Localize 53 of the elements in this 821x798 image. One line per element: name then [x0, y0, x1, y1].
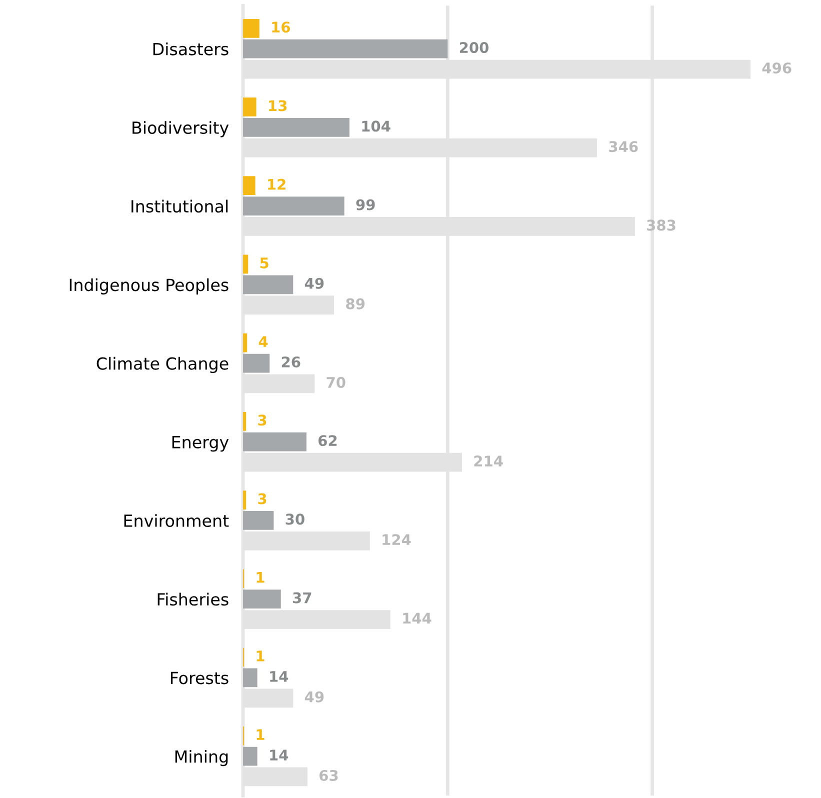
- data-label: 1: [256, 729, 264, 740]
- bar: [243, 275, 294, 294]
- data-label: 200: [460, 42, 489, 54]
- data-label: 12: [268, 178, 286, 190]
- data-label: 70: [326, 376, 346, 388]
- data-label: 496: [762, 62, 792, 74]
- data-label: 99: [356, 199, 375, 210]
- data-label: 89: [346, 298, 365, 310]
- bar: [243, 98, 256, 116]
- bar: [243, 668, 258, 688]
- bar: [243, 39, 448, 58]
- data-label: 124: [382, 534, 411, 545]
- data-label: 14: [270, 671, 288, 682]
- y-tick-label: Energy: [172, 436, 229, 452]
- y-tick-label: Biodiversity: [132, 121, 229, 138]
- data-label: 62: [318, 435, 337, 446]
- data-label: 5: [260, 258, 268, 268]
- y-tick-label: Institutional: [132, 200, 228, 213]
- bar: [243, 196, 344, 216]
- bar: [243, 511, 274, 530]
- bar: [243, 746, 258, 766]
- bar: [243, 590, 281, 609]
- data-label: 1: [256, 572, 264, 583]
- y-tick-label: Forests: [170, 672, 228, 684]
- y-tick-label: Indigenous Peoples: [70, 278, 228, 294]
- data-label: 144: [403, 612, 432, 624]
- data-label: 1: [256, 650, 264, 662]
- data-label: 14: [270, 750, 288, 760]
- bar: [243, 432, 306, 452]
- data-label: 63: [319, 770, 338, 781]
- data-label: 3: [258, 414, 266, 426]
- data-label: 49: [304, 278, 324, 289]
- data-label: 16: [272, 22, 290, 33]
- data-label: 104: [362, 120, 390, 132]
- y-tick-label: Climate Change: [96, 356, 228, 374]
- data-label: 214: [474, 456, 503, 466]
- bar: [243, 18, 260, 38]
- data-label: 4: [258, 336, 268, 347]
- data-label: 26: [282, 356, 300, 368]
- y-tick-label: Environment: [124, 514, 229, 528]
- data-label: 49: [304, 691, 324, 702]
- data-label: 3: [258, 493, 266, 504]
- y-tick-label: Mining: [175, 750, 228, 766]
- data-label: 13: [269, 100, 287, 112]
- bar: [243, 118, 350, 137]
- bar: [243, 354, 270, 373]
- data-label: 37: [292, 592, 312, 604]
- y-tick-label: Fisheries: [158, 592, 228, 606]
- data-label: 383: [647, 220, 676, 231]
- bar: [243, 176, 256, 196]
- data-label: 30: [286, 514, 304, 525]
- data-label: 346: [609, 141, 638, 152]
- y-tick-label: Disasters: [153, 42, 228, 56]
